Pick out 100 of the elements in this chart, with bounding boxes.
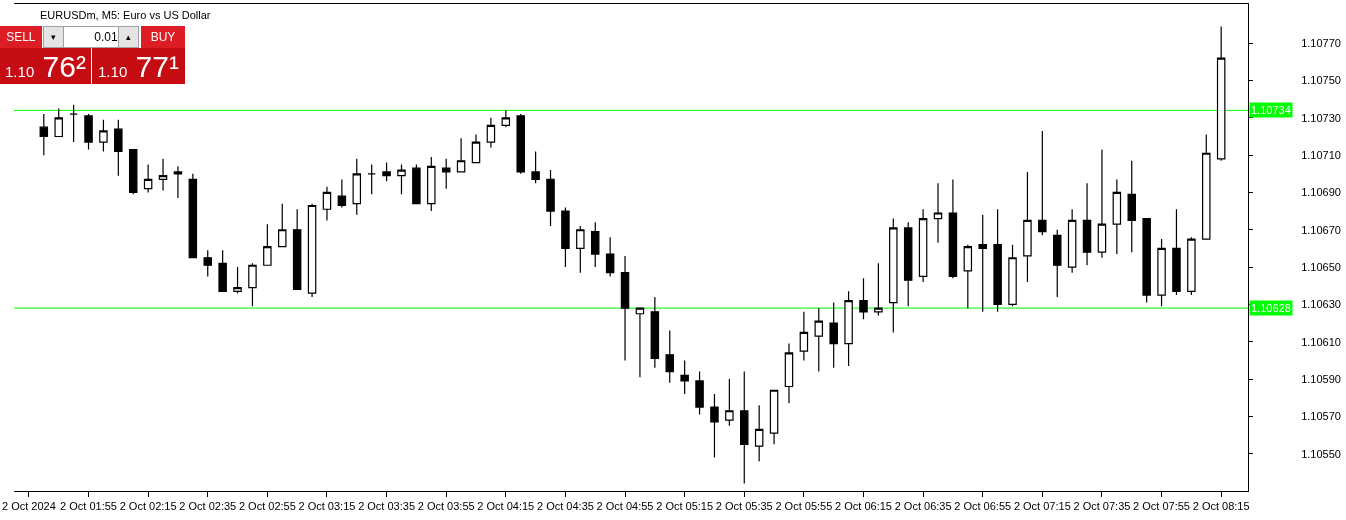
candlestick bbox=[978, 214, 987, 313]
candlestick bbox=[993, 208, 1002, 313]
candlestick bbox=[665, 329, 674, 384]
y-tick-label: 1.10670 bbox=[1301, 223, 1341, 236]
candlestick bbox=[1202, 134, 1211, 240]
x-tick-label: 2 Oct 06:35 bbox=[894, 500, 952, 513]
x-tick-label: 2 Oct 2024 bbox=[1, 500, 56, 513]
candlestick bbox=[1097, 148, 1107, 259]
candlestick bbox=[769, 389, 779, 445]
candlestick bbox=[576, 225, 585, 274]
candlestick bbox=[903, 221, 913, 307]
x-tick-label: 2 Oct 07:35 bbox=[1073, 500, 1131, 513]
candlestick bbox=[322, 186, 332, 222]
candlestick bbox=[963, 244, 973, 309]
candlestick bbox=[695, 370, 704, 416]
candlestick bbox=[799, 311, 809, 361]
candlestick bbox=[292, 208, 302, 291]
y-tick-label: 1.10630 bbox=[1301, 298, 1341, 311]
x-tick-label: 2 Oct 02:35 bbox=[179, 500, 237, 513]
candlestick bbox=[39, 113, 49, 156]
x-tick-label: 2 Oct 05:35 bbox=[715, 500, 773, 513]
candlestick bbox=[710, 393, 719, 459]
candlestick bbox=[158, 158, 168, 192]
candlestick bbox=[605, 236, 615, 278]
candlestick bbox=[99, 119, 108, 153]
candlestick bbox=[397, 163, 406, 195]
candlestick bbox=[486, 117, 496, 149]
candlestick bbox=[948, 178, 958, 279]
candlestick bbox=[650, 296, 660, 369]
candlestick bbox=[1008, 244, 1017, 307]
y-tick-label: 1.10570 bbox=[1301, 410, 1341, 423]
candlestick bbox=[561, 206, 570, 268]
annotation: 1.10 77¹ bbox=[98, 49, 179, 83]
annotation: 1.10 76² bbox=[5, 49, 86, 83]
candlestick bbox=[546, 169, 555, 227]
y-tick-label: 1.10590 bbox=[1301, 372, 1341, 385]
candlestick bbox=[874, 262, 883, 317]
candlestick bbox=[69, 104, 78, 143]
candlestick bbox=[248, 262, 257, 307]
x-tick-label: 2 Oct 03:35 bbox=[358, 500, 416, 513]
annotation: 0.01 bbox=[94, 30, 118, 44]
candlestick bbox=[412, 163, 421, 205]
candlestick bbox=[367, 163, 376, 195]
candlestick bbox=[173, 165, 183, 199]
candlestick bbox=[263, 223, 272, 266]
x-tick-label: 2 Oct 02:15 bbox=[119, 500, 177, 513]
y-tick-label: 1.10750 bbox=[1301, 74, 1341, 87]
candlestick bbox=[233, 266, 242, 294]
candlestick bbox=[1052, 229, 1062, 298]
x-tick-label: 2 Oct 06:55 bbox=[954, 500, 1012, 513]
candlestick bbox=[516, 113, 525, 175]
candlestick bbox=[829, 301, 838, 369]
candlestick bbox=[635, 307, 645, 378]
candlestick bbox=[933, 182, 943, 244]
candlestick bbox=[1187, 236, 1196, 296]
candlestick bbox=[1172, 208, 1181, 296]
candlestick bbox=[725, 378, 734, 427]
candlestick bbox=[501, 109, 511, 128]
candlestick bbox=[784, 342, 794, 404]
x-tick-label: 2 Oct 04:15 bbox=[477, 500, 535, 513]
candlestick bbox=[278, 203, 287, 248]
candlestick bbox=[203, 249, 212, 278]
candlestick bbox=[1127, 160, 1136, 253]
candlestick bbox=[1157, 238, 1166, 307]
candlestick bbox=[427, 156, 436, 212]
y-tick-label: 1.10710 bbox=[1301, 148, 1341, 161]
candlestick bbox=[307, 203, 317, 298]
candlestick bbox=[918, 208, 928, 283]
candlestick bbox=[352, 158, 362, 216]
candlestick bbox=[680, 359, 689, 395]
y-tick-label: 1.10610 bbox=[1301, 335, 1341, 348]
x-tick-label: 2 Oct 07:15 bbox=[1013, 500, 1071, 513]
y-tick-label: 1.10730 bbox=[1301, 111, 1341, 124]
candlestick bbox=[84, 113, 93, 151]
ref-line-label: 1.10734 bbox=[1251, 104, 1291, 116]
candlestick bbox=[1142, 217, 1151, 304]
candlestick bbox=[456, 137, 466, 173]
x-tick-label: 2 Oct 03:55 bbox=[417, 500, 475, 513]
candlestick bbox=[1023, 171, 1032, 283]
y-tick-label: 1.10770 bbox=[1301, 37, 1341, 50]
x-tick-label: 2 Oct 07:55 bbox=[1133, 500, 1190, 513]
candlestick bbox=[1112, 178, 1122, 255]
annotation: ▾ bbox=[51, 32, 56, 42]
candlestick bbox=[844, 290, 853, 367]
candlestick bbox=[1038, 130, 1047, 236]
candlestick bbox=[740, 370, 749, 485]
y-tick-label: 1.10550 bbox=[1301, 447, 1341, 460]
y-tick-label: 1.10690 bbox=[1301, 186, 1341, 199]
candlestick bbox=[143, 163, 153, 194]
annotation: ▴ bbox=[126, 32, 131, 42]
candlestick bbox=[114, 119, 123, 177]
candlestick bbox=[1067, 208, 1077, 274]
x-tick-label: 2 Oct 04:35 bbox=[536, 500, 594, 513]
y-tick-label: 1.10650 bbox=[1301, 260, 1341, 273]
x-tick-label: 2 Oct 02:55 bbox=[238, 500, 296, 513]
chart-title: EURUSDm, M5: Euro vs US Dollar bbox=[40, 8, 211, 21]
candlestick bbox=[814, 307, 824, 373]
candlestick bbox=[382, 162, 391, 182]
candlestick bbox=[218, 249, 227, 292]
candlestick bbox=[54, 107, 63, 138]
